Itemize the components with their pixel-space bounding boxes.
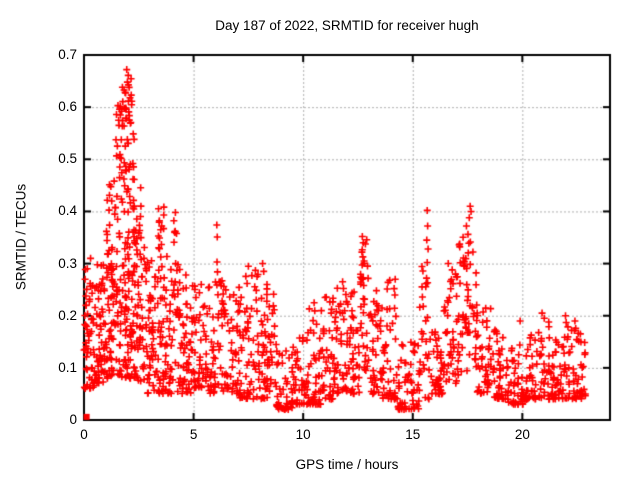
y-tick-label: 0.4 [58,203,77,219]
y-tick-label: 0.3 [58,255,77,271]
x-tick-label: 20 [514,427,530,442]
y-tick-label: 0.5 [58,151,77,167]
x-tick-label: 5 [189,427,198,442]
y-tick-label: 0.2 [58,307,77,323]
y-tick-label: 0.7 [58,46,77,62]
y-axis-label: SRMTID / TECUs [13,183,29,291]
x-axis-label: GPS time / hours [295,457,399,472]
x-tick-label: 0 [80,427,88,442]
chart-title: Day 187 of 2022, SRMTID for receiver hug… [215,18,479,33]
y-tick-label: 0.6 [58,99,77,115]
x-tick-label: 10 [295,427,311,442]
y-tick-label: 0 [69,411,77,427]
x-tick-label: 15 [405,427,421,442]
y-tick-label: 0.1 [58,359,77,375]
